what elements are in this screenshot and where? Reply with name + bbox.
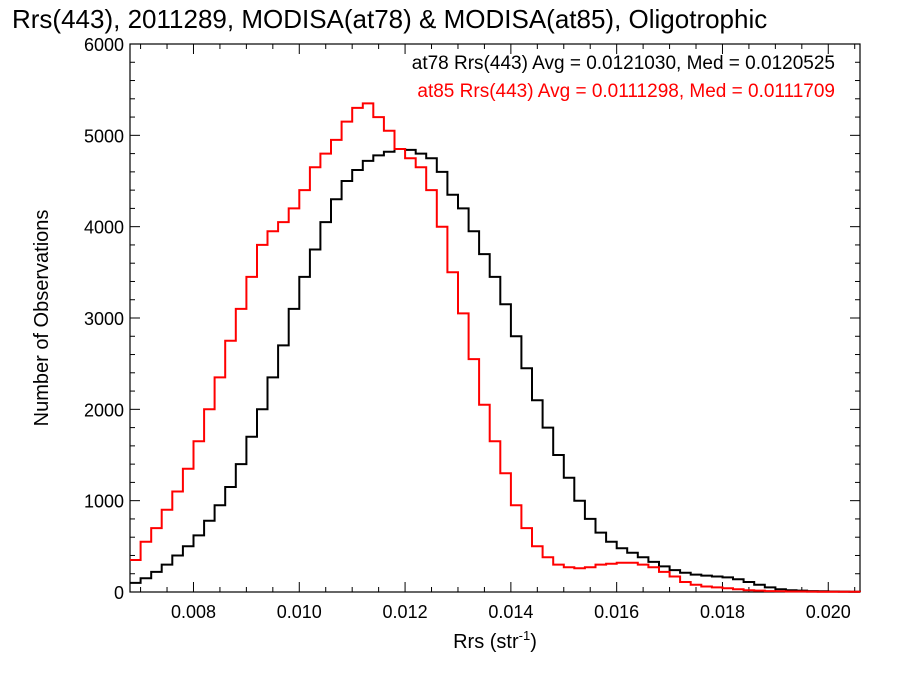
x-tick-label: 0.020	[806, 602, 851, 622]
x-tick-label: 0.016	[594, 602, 639, 622]
y-tick-label: 4000	[84, 218, 124, 238]
x-axis-label: Rrs (str-1)	[453, 628, 537, 653]
legend-entry-at85: at85 Rrs(443) Avg = 0.0111298, Med = 0.0…	[417, 81, 835, 102]
series-at78-line	[130, 148, 861, 593]
y-tick-label: 3000	[84, 309, 124, 329]
x-axis-label-sup: -1	[519, 628, 531, 643]
x-axis-ticks: 0.008 0.010 0.012 0.014 0.016 0.018 0.020	[140, 44, 856, 622]
x-tick-label: 0.018	[700, 602, 745, 622]
x-tick-label: 0.014	[488, 602, 533, 622]
legend-entry-at78: at78 Rrs(443) Avg = 0.0121030, Med = 0.0…	[412, 53, 835, 74]
y-tick-label: 2000	[84, 400, 124, 420]
y-tick-label: 1000	[84, 492, 124, 512]
x-axis-label-close: )	[530, 631, 537, 653]
series-at85-line	[130, 102, 861, 593]
x-tick-label: 0.012	[383, 602, 428, 622]
chart-title: Rrs(443), 2011289, MODISA(at78) & MODISA…	[12, 4, 767, 34]
x-tick-label: 0.010	[277, 602, 322, 622]
x-axis-label-main: Rrs (str	[453, 631, 519, 653]
legend: at78 Rrs(443) Avg = 0.0121030, Med = 0.0…	[412, 53, 835, 102]
plot-frame	[129, 43, 861, 593]
y-axis-label: Number of Observations	[31, 210, 53, 427]
x-tick-label: 0.008	[171, 602, 216, 622]
y-tick-label: 5000	[84, 126, 124, 146]
y-tick-label: 6000	[84, 35, 124, 55]
y-axis-ticks: 0 1000 2000 3000 4000 5000 6000	[84, 35, 860, 603]
y-tick-label: 0	[114, 583, 124, 603]
series-layer	[130, 102, 861, 593]
